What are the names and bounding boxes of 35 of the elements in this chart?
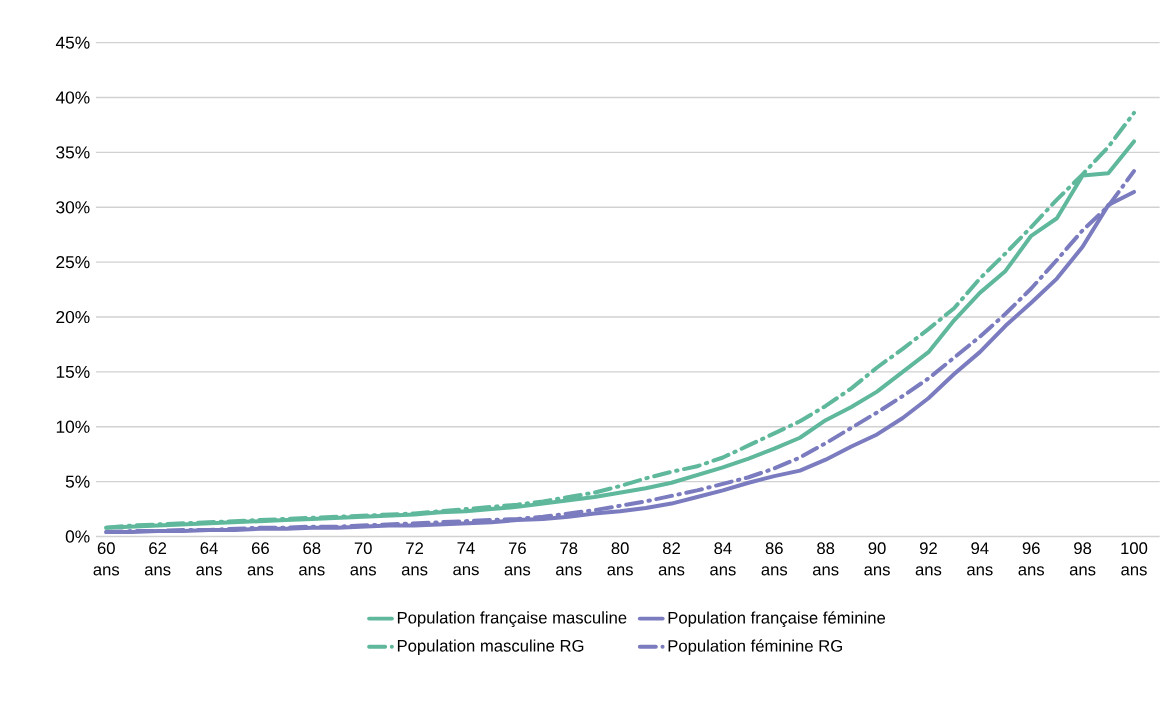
x-tick-label: 88 ans (812, 542, 839, 576)
x-tick-label: 72 ans (401, 542, 428, 576)
x-tick-label: 62 ans (144, 542, 171, 576)
legend-label: Population féminine RG (668, 639, 842, 655)
x-tick-label: 100 ans (1121, 542, 1148, 576)
x-tick-label: 74 ans (453, 542, 479, 576)
x-tick-label: 94 ans (967, 542, 993, 576)
legend-label: Population masculine RG (397, 639, 584, 655)
legend-label: Population française masculine (397, 611, 627, 627)
x-tick-label: 60 ans (93, 542, 120, 576)
x-tick-label: 96 ans (1018, 542, 1045, 576)
x-tick-label: 68 ans (299, 542, 325, 576)
x-tick-label: 92 ans (915, 542, 942, 576)
y-tick-label: 45% (55, 36, 90, 49)
x-tick-label: 78 ans (556, 542, 582, 576)
y-tick-label: 10% (56, 420, 90, 433)
x-tick-label: 70 ans (350, 542, 377, 576)
y-tick-label: 15% (56, 365, 90, 378)
y-tick-label: 0% (65, 530, 90, 543)
y-tick-label: 20% (56, 310, 90, 323)
x-tick-label: 66 ans (247, 542, 274, 576)
y-tick-label: 30% (56, 200, 90, 214)
y-tick-label: 35% (56, 146, 90, 159)
x-tick-label: 82 ans (658, 542, 685, 576)
x-tick-label: 98 ans (1069, 542, 1096, 576)
y-tick-label: 25% (56, 255, 90, 269)
x-tick-label: 76 ans (504, 542, 531, 576)
x-tick-label: 90 ans (864, 542, 890, 576)
x-tick-label: 86 ans (761, 542, 788, 576)
x-tick-label: 80 ans (607, 542, 633, 576)
x-tick-label: 84 ans (710, 542, 736, 576)
legend-label: Population française féminine (668, 611, 886, 627)
x-tick-label: 64 ans (196, 542, 222, 576)
y-tick-label: 5% (65, 475, 90, 488)
y-tick-label: 40% (55, 91, 90, 104)
